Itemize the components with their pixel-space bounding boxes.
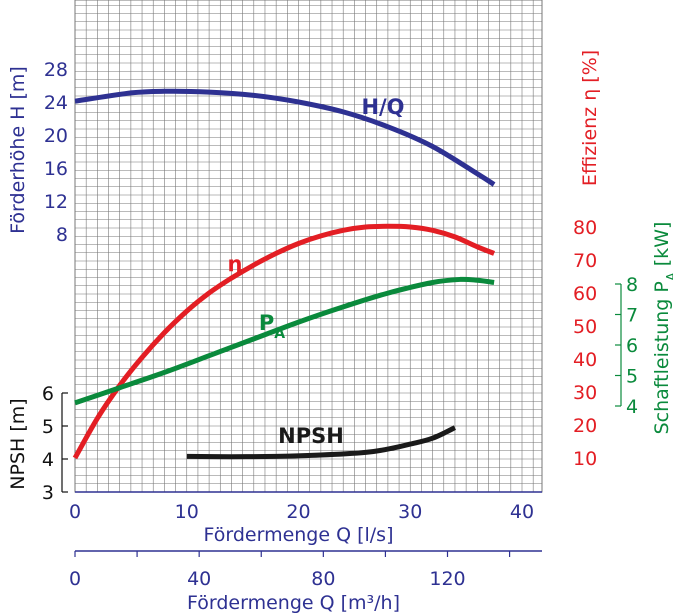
x-tick-label-m3h: 40 [187, 568, 211, 590]
head-tick-label: 16 [44, 158, 68, 180]
head-axis-title: Förderhöhe H [m] [7, 66, 29, 234]
x-tick-label-ls: 0 [69, 501, 81, 523]
power-tick-label: 8 [626, 274, 638, 296]
x-tick-label-ls: 40 [510, 501, 534, 523]
efficiency-series-label: η [228, 252, 243, 276]
chart-labels: 0 10 20 30 40 Fördermenge Q [l/s] 0 40 80 120 Förd… [7, 50, 673, 614]
npsh-axis-title: NPSH [m] [7, 398, 29, 489]
x-tick-label-ls: 10 [175, 501, 199, 523]
power-axis-title: Schaftleistung PA [kW] [651, 222, 673, 435]
efficiency-tick-label: 20 [573, 415, 597, 437]
npsh-curve [186, 425, 457, 460]
efficiency-tick-label: 30 [573, 382, 597, 404]
x-axis-title-ls: Fördermenge Q [l/s] [203, 524, 393, 546]
power-series-label: PA [259, 311, 285, 342]
power-tick-label: 4 [626, 396, 638, 418]
chart-axes [61, 283, 622, 557]
head-tick-label: 12 [44, 191, 68, 213]
x-axis-title-m3h: Fördermenge Q [m³/h] [187, 592, 400, 614]
efficiency-axis-title: Effizienz η [%] [579, 50, 601, 186]
efficiency-curve [72, 223, 496, 460]
efficiency-tick-label: 10 [573, 448, 597, 470]
x-tick-label-m3h: 80 [311, 568, 335, 590]
head-tick-label: 24 [44, 92, 68, 114]
chart-grid [74, 0, 543, 493]
npsh-tick-label: 3 [42, 482, 54, 504]
npsh-series-label: NPSH [278, 424, 344, 448]
head-curve [74, 88, 496, 187]
npsh-tick-label: 4 [42, 449, 54, 471]
plot-area [74, 0, 543, 493]
efficiency-tick-label: 80 [573, 217, 597, 239]
efficiency-tick-label: 40 [573, 349, 597, 371]
chart-curves [72, 88, 496, 460]
efficiency-tick-label: 60 [573, 283, 597, 305]
head-tick-label: 28 [44, 59, 68, 81]
head-tick-label: 8 [56, 224, 68, 246]
x-tick-label-ls: 30 [398, 501, 422, 523]
npsh-tick-label: 5 [42, 416, 54, 438]
efficiency-tick-label: 50 [573, 316, 597, 338]
npsh-tick-label: 6 [42, 383, 54, 405]
power-tick-label: 7 [626, 305, 638, 327]
x-tick-label-m3h: 120 [429, 568, 465, 590]
head-series-label: H/Q [361, 95, 404, 119]
x-tick-label-m3h: 0 [69, 568, 81, 590]
efficiency-tick-label: 70 [573, 250, 597, 272]
power-tick-label: 5 [626, 366, 638, 388]
power-curve [74, 276, 495, 406]
x-tick-label-ls: 20 [286, 501, 310, 523]
power-tick-label: 6 [626, 335, 638, 357]
head-tick-label: 20 [44, 125, 68, 147]
